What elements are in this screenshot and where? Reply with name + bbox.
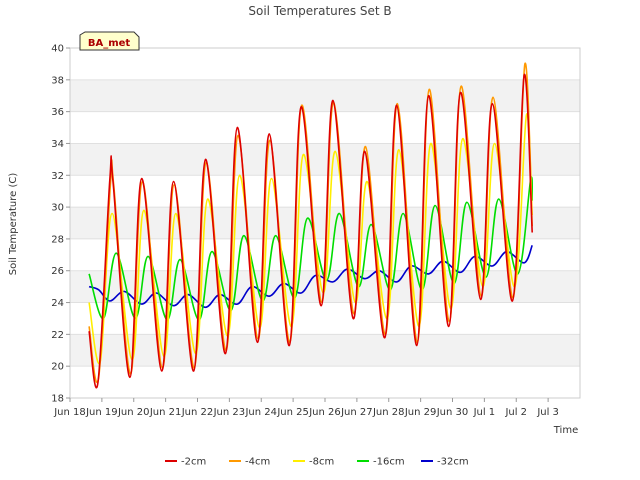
x-tick-label: Jun 22: [181, 407, 214, 418]
grid-band: [70, 334, 580, 367]
x-axis-title: Time: [553, 425, 578, 436]
y-tick-label: 40: [51, 44, 64, 55]
legend-label: -16cm: [373, 457, 405, 468]
y-tick-label: 38: [51, 75, 64, 86]
chart-title: Soil Temperatures Set B: [248, 4, 391, 18]
x-tick-label: Jul 3: [536, 407, 559, 418]
y-tick-label: 30: [51, 203, 64, 214]
x-tick-label: Jun 29: [404, 407, 437, 418]
legend: -2cm -4cm -8cm -16cm -32cm: [165, 457, 469, 468]
legend-label: -32cm: [437, 457, 469, 468]
x-tick-label: Jun 27: [340, 407, 373, 418]
legend-label: -2cm: [181, 457, 206, 468]
x-tick-label: Jun 25: [276, 407, 309, 418]
y-tick-label: 24: [51, 298, 64, 309]
grid-band: [70, 143, 580, 176]
x-tick-label: Jul 1: [473, 407, 496, 418]
x-tick-label: Jun 21: [149, 407, 182, 418]
y-tick-label: 34: [51, 139, 64, 150]
y-tick-label: 32: [51, 171, 64, 182]
series-line-2cmcm: [88, 74, 533, 389]
site-badge: BA_met: [79, 31, 140, 51]
y-tick-label: 22: [51, 330, 64, 341]
x-tick-label: Jun 26: [308, 407, 341, 418]
legend-label: -8cm: [309, 457, 334, 468]
y-tick-label: 18: [51, 394, 64, 405]
y-axis-ticks: 18 20 22 24 26 28 30 32 34 36 38 40: [51, 44, 70, 405]
y-tick-label: 20: [51, 362, 64, 373]
series-lines: [88, 62, 533, 389]
badge-box: [79, 31, 140, 51]
y-tick-label: 28: [51, 234, 64, 245]
x-tick-label: Jun 28: [372, 407, 405, 418]
legend-label: -4cm: [245, 457, 270, 468]
x-axis-ticks: Jun 18 Jun 19 Jun 20 Jun 21 Jun 22 Jun 23 Jun …: [53, 398, 559, 418]
x-tick-label: Jun 20: [117, 407, 150, 418]
y-axis-title: Soil Temperature (C): [8, 173, 19, 276]
x-tick-label: Jun 19: [85, 407, 118, 418]
badge-label: BA_met: [88, 38, 131, 49]
x-tick-label: Jun 30: [436, 407, 469, 418]
y-tick-label: 36: [51, 107, 64, 118]
x-tick-label: Jun 23: [213, 407, 246, 418]
x-tick-label: Jul 2: [504, 407, 527, 418]
x-tick-label: Jun 24: [244, 407, 277, 418]
grid-band: [70, 79, 580, 112]
y-tick-label: 26: [51, 266, 64, 277]
x-tick-label: Jun 18: [53, 407, 86, 418]
